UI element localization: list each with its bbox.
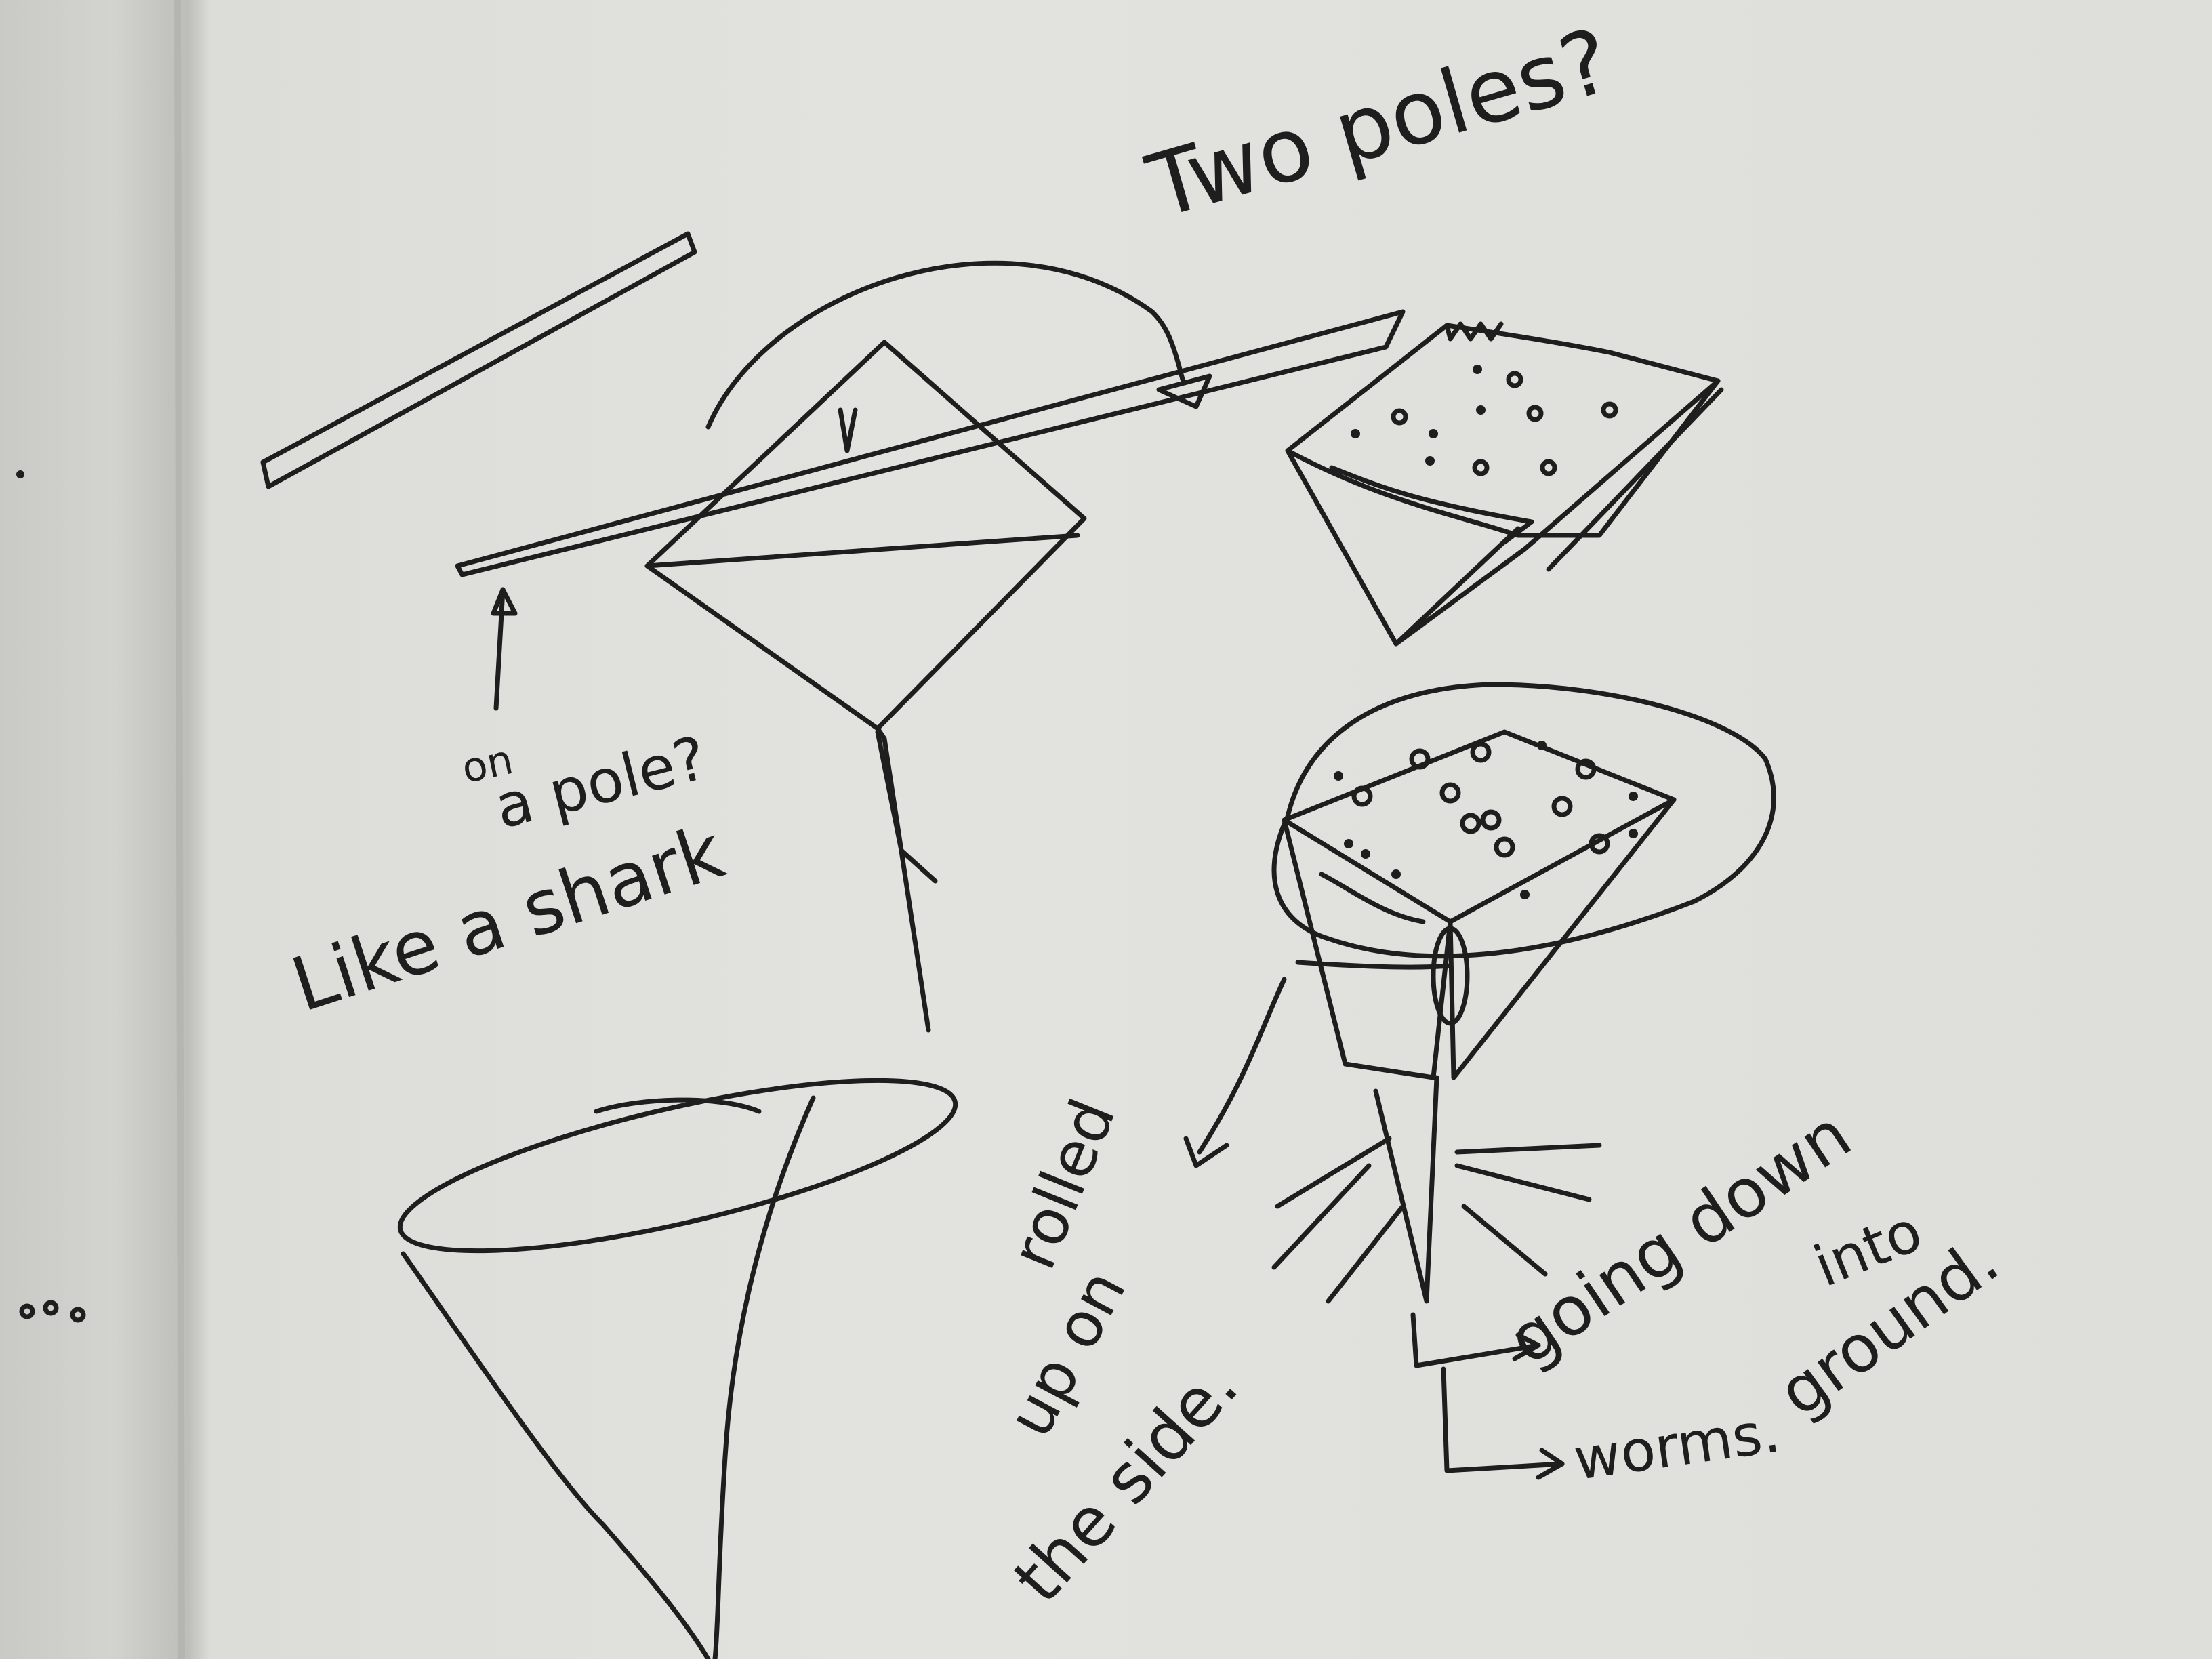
bracket-arrows: [1410, 1312, 1565, 1480]
short-pole-drawing: [455, 309, 1406, 577]
diamond-net-on-pole: [644, 340, 1087, 1033]
square-net-top-right: [1285, 321, 1724, 647]
pole-pointer-arrow: [491, 587, 518, 711]
margin-mark: [16, 470, 86, 1323]
curved-arrow: [705, 260, 1212, 430]
funnel-net-with-worms: [1271, 682, 1776, 1304]
page-gutter-line: [174, 0, 185, 1659]
rolled-side-arrow: [1183, 977, 1287, 1168]
funnel-drawing: [397, 1078, 958, 1659]
long-pole-drawing: [260, 231, 697, 489]
